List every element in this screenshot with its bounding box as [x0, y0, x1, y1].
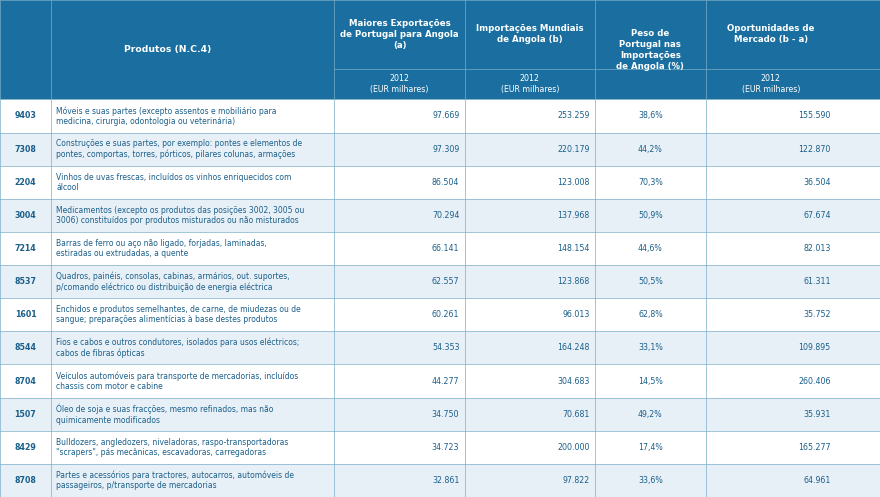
Text: 97.669: 97.669 — [432, 111, 459, 120]
Text: 2012
(EUR milhares): 2012 (EUR milhares) — [742, 74, 800, 94]
Text: 220.179: 220.179 — [557, 145, 590, 154]
Text: 9403: 9403 — [15, 111, 36, 120]
Text: 44.277: 44.277 — [432, 377, 459, 386]
Text: Construções e suas partes, por exemplo: pontes e elementos de
pontes, comportas,: Construções e suas partes, por exemplo: … — [56, 139, 303, 159]
Text: 36.504: 36.504 — [803, 178, 831, 187]
Text: Medicamentos (excepto os produtos das posições 3002, 3005 ou
3006) constituídos : Medicamentos (excepto os produtos das po… — [56, 206, 304, 225]
Text: 62.557: 62.557 — [432, 277, 459, 286]
Text: 1507: 1507 — [15, 410, 36, 418]
Text: 304.683: 304.683 — [557, 377, 590, 386]
Text: Importações Mundiais
de Angola (b): Importações Mundiais de Angola (b) — [476, 24, 583, 44]
Text: 97.822: 97.822 — [562, 476, 590, 485]
Text: 34.723: 34.723 — [432, 443, 459, 452]
Text: 49,2%: 49,2% — [638, 410, 663, 418]
Text: 260.406: 260.406 — [798, 377, 831, 386]
Text: 2012
(EUR milhares): 2012 (EUR milhares) — [370, 74, 429, 94]
Text: 96.013: 96.013 — [562, 310, 590, 319]
Text: 8708: 8708 — [15, 476, 36, 485]
Text: Partes e acessórios para tractores, autocarros, automóveis de
passageiros, p/tra: Partes e acessórios para tractores, auto… — [56, 471, 294, 491]
Text: 109.895: 109.895 — [798, 343, 831, 352]
Text: Bulldozers, angledozers, niveladoras, raspo-transportadoras
"scrapers", pás mecâ: Bulldozers, angledozers, niveladoras, ra… — [56, 437, 289, 457]
Text: Óleo de soja e suas fracções, mesmo refinados, mas não
quimicamente modificados: Óleo de soja e suas fracções, mesmo refi… — [56, 404, 274, 424]
Text: 123.008: 123.008 — [557, 178, 590, 187]
Text: Enchidos e produtos semelhantes, de carne, de miudezas ou de
sangue; preparações: Enchidos e produtos semelhantes, de carn… — [56, 305, 301, 325]
Text: 86.504: 86.504 — [432, 178, 459, 187]
Text: Produtos (N.C.4): Produtos (N.C.4) — [123, 45, 211, 54]
Text: 14,5%: 14,5% — [638, 377, 663, 386]
Text: 62,8%: 62,8% — [638, 310, 663, 319]
Bar — [0, 199, 880, 232]
Text: 64.961: 64.961 — [803, 476, 831, 485]
Bar — [0, 133, 880, 166]
Bar — [0, 0, 880, 99]
Bar — [0, 232, 880, 265]
Text: 70.294: 70.294 — [432, 211, 459, 220]
Bar — [0, 364, 880, 398]
Text: 54.353: 54.353 — [432, 343, 459, 352]
Bar — [0, 166, 880, 199]
Text: 2204: 2204 — [15, 178, 36, 187]
Text: 123.868: 123.868 — [557, 277, 590, 286]
Bar — [0, 464, 880, 497]
Text: 82.013: 82.013 — [803, 244, 831, 253]
Text: 67.674: 67.674 — [803, 211, 831, 220]
Text: 61.311: 61.311 — [803, 277, 831, 286]
Text: 60.261: 60.261 — [432, 310, 459, 319]
Text: 253.259: 253.259 — [557, 111, 590, 120]
Bar — [0, 298, 880, 331]
Text: 8704: 8704 — [15, 377, 36, 386]
Text: 50,9%: 50,9% — [638, 211, 663, 220]
Text: 66.141: 66.141 — [432, 244, 459, 253]
Text: Peso de
Portugal nas
Importações
de Angola (%): Peso de Portugal nas Importações de Ango… — [616, 28, 685, 71]
Text: 165.277: 165.277 — [798, 443, 831, 452]
Bar — [0, 265, 880, 298]
Text: 17,4%: 17,4% — [638, 443, 663, 452]
Text: 70.681: 70.681 — [562, 410, 590, 418]
Bar — [0, 99, 880, 133]
Text: 32.861: 32.861 — [432, 476, 459, 485]
Text: 148.154: 148.154 — [557, 244, 590, 253]
Text: 1601: 1601 — [15, 310, 36, 319]
Text: 7308: 7308 — [15, 145, 36, 154]
Text: 8429: 8429 — [15, 443, 36, 452]
Text: 3004: 3004 — [15, 211, 36, 220]
Text: Fios e cabos e outros condutores, isolados para usos eléctricos;
cabos de fibras: Fios e cabos e outros condutores, isolad… — [56, 337, 300, 358]
Text: 122.870: 122.870 — [798, 145, 831, 154]
Text: 38,6%: 38,6% — [638, 111, 663, 120]
Text: 44,2%: 44,2% — [638, 145, 663, 154]
Text: Quadros, painéis, consolas, cabinas, armários, out. suportes,
p/comando eléctric: Quadros, painéis, consolas, cabinas, arm… — [56, 271, 290, 292]
Text: 33,6%: 33,6% — [638, 476, 663, 485]
Text: 8537: 8537 — [15, 277, 37, 286]
Text: 70,3%: 70,3% — [638, 178, 663, 187]
Text: 164.248: 164.248 — [557, 343, 590, 352]
Bar — [0, 398, 880, 431]
Text: 35.931: 35.931 — [803, 410, 831, 418]
Text: Barras de ferro ou aço não ligado, forjadas, laminadas,
estiradas ou extrudadas,: Barras de ferro ou aço não ligado, forja… — [56, 239, 268, 258]
Text: Oportunidades de
Mercado (b - a): Oportunidades de Mercado (b - a) — [727, 24, 815, 44]
Text: Vinhos de uvas frescas, incluídos os vinhos enriquecidos com
álcool: Vinhos de uvas frescas, incluídos os vin… — [56, 172, 291, 192]
Text: 7214: 7214 — [15, 244, 36, 253]
Bar — [0, 331, 880, 364]
Text: 35.752: 35.752 — [803, 310, 831, 319]
Text: 155.590: 155.590 — [798, 111, 831, 120]
Text: 44,6%: 44,6% — [638, 244, 663, 253]
Text: 2012
(EUR milhares): 2012 (EUR milhares) — [501, 74, 559, 94]
Bar — [0, 431, 880, 464]
Text: 137.968: 137.968 — [557, 211, 590, 220]
Text: 8544: 8544 — [15, 343, 37, 352]
Text: 200.000: 200.000 — [557, 443, 590, 452]
Text: 97.309: 97.309 — [432, 145, 459, 154]
Text: Veículos automóveis para transporte de mercadorias, incluídos
chassis com motor : Veículos automóveis para transporte de m… — [56, 371, 298, 391]
Text: 50,5%: 50,5% — [638, 277, 663, 286]
Text: 34.750: 34.750 — [432, 410, 459, 418]
Text: Móveis e suas partes (excepto assentos e mobiliário para
medicina, cirurgia, odo: Móveis e suas partes (excepto assentos e… — [56, 106, 277, 126]
Text: 33,1%: 33,1% — [638, 343, 663, 352]
Text: Maiores Exportações
de Portugal para Angola
(a): Maiores Exportações de Portugal para Ang… — [341, 19, 458, 50]
